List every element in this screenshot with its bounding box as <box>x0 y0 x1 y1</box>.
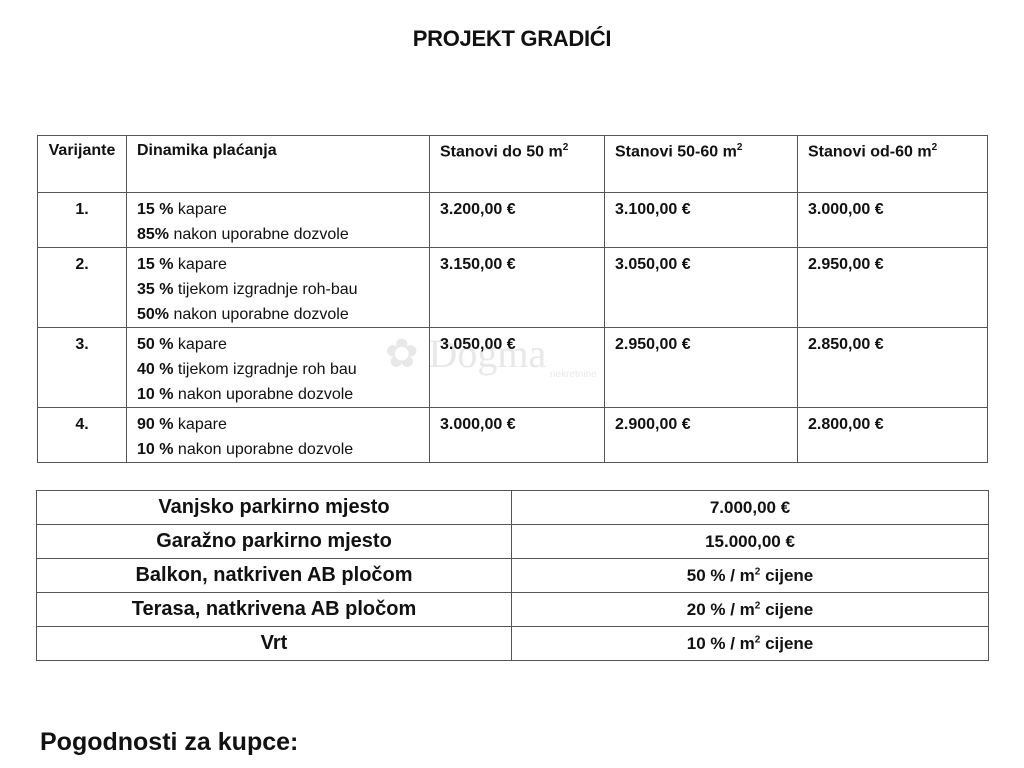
payment-schedule: 15 % kapare 35 % tijekom izgradnje roh-ba… <box>126 247 430 328</box>
extras-row: Balkon, natkriven AB pločom 50 % / m2 cij… <box>36 558 989 593</box>
extras-value: 10 % / m2 cijene <box>511 626 989 661</box>
price-cell: 3.050,00 € <box>604 247 798 328</box>
extras-row: Garažno parkirno mjesto 15.000,00 € <box>36 524 989 559</box>
variant-number: 4. <box>37 407 127 463</box>
payment-line: 10 % nakon uporabne dozvole <box>137 386 354 403</box>
extras-label: Vrt <box>36 626 512 661</box>
payment-schedule: 90 % kapare 10 % nakon uporabne dozvole <box>126 407 430 463</box>
price-cell: 2.850,00 € <box>797 327 988 408</box>
payment-line: 10 % nakon uporabne dozvole <box>137 441 354 458</box>
header-50-60: Stanovi 50-60 m2 <box>604 135 798 193</box>
benefits-heading: Pogodnosti za kupce: <box>40 728 299 756</box>
header-variants: Varijante <box>37 135 127 193</box>
extras-value: 15.000,00 € <box>511 524 989 559</box>
price-cell: 3.000,00 € <box>429 407 605 463</box>
header-row: Varijante Dinamika plaćanja Stanovi do 5… <box>37 135 988 193</box>
payment-line: 15 % kapare <box>137 256 227 273</box>
variant-number: 2. <box>37 247 127 328</box>
payment-line: 15 % kapare <box>137 201 227 218</box>
extras-row: Vanjsko parkirno mjesto 7.000,00 € <box>36 490 989 525</box>
header-over-60: Stanovi od-60 m2 <box>797 135 988 193</box>
extras-value: 7.000,00 € <box>511 490 989 525</box>
payment-line: 40 % tijekom izgradnje roh bau <box>137 361 357 378</box>
extras-row: Terasa, natkrivena AB pločom 20 % / m2 ci… <box>36 592 989 627</box>
page-title: PROJEKT GRADIĆI <box>412 26 612 51</box>
payment-line: 50% nakon uporabne dozvole <box>137 306 349 323</box>
header-payment-schedule: Dinamika plaćanja <box>126 135 430 193</box>
extras-label: Balkon, natkriven AB pločom <box>36 558 512 593</box>
extras-value: 20 % / m2 cijene <box>511 592 989 627</box>
payment-line: 90 % kapare <box>137 416 227 433</box>
payment-line: 50 % kapare <box>137 336 227 353</box>
payment-line: 85% nakon uporabne dozvole <box>137 226 349 243</box>
extras-value: 50 % / m2 cijene <box>511 558 989 593</box>
price-cell: 3.100,00 € <box>604 192 798 248</box>
price-cell: 3.000,00 € <box>797 192 988 248</box>
variant-number: 3. <box>37 327 127 408</box>
price-cell: 3.150,00 € <box>429 247 605 328</box>
payment-line: 35 % tijekom izgradnje roh-bau <box>137 281 358 298</box>
price-cell: 2.900,00 € <box>604 407 798 463</box>
extras-table: Vanjsko parkirno mjesto 7.000,00 € Garažno… <box>36 490 989 661</box>
price-cell: 3.050,00 € <box>429 327 605 408</box>
payment-schedule: 50 % kapare 40 % tijekom izgradnje roh ba… <box>126 327 430 408</box>
table-row: 3. 50 % kapare 40 % tijekom izgradnje roh … <box>37 327 988 408</box>
price-cell: 2.950,00 € <box>797 247 988 328</box>
price-cell: 2.950,00 € <box>604 327 798 408</box>
price-cell: 2.800,00 € <box>797 407 988 463</box>
table-row: 1. 15 % kapare 85% nakon uporabne dozvole 3… <box>37 192 988 248</box>
table-row: 4. 90 % kapare 10 % nakon uporabne dozvole… <box>37 407 988 463</box>
extras-row: Vrt 10 % / m2 cijene <box>36 626 989 661</box>
payment-schedule: 15 % kapare 85% nakon uporabne dozvole <box>126 192 430 248</box>
price-cell: 3.200,00 € <box>429 192 605 248</box>
extras-label: Garažno parkirno mjesto <box>36 524 512 559</box>
variant-number: 1. <box>37 192 127 248</box>
extras-label: Vanjsko parkirno mjesto <box>36 490 512 525</box>
extras-label: Terasa, natkrivena AB pločom <box>36 592 512 627</box>
table-row: 2. 15 % kapare 35 % tijekom izgradnje roh-… <box>37 247 988 328</box>
header-up-to-50: Stanovi do 50 m2 <box>429 135 605 193</box>
pricing-table: Varijante Dinamika plaćanja Stanovi do 5… <box>37 135 988 463</box>
